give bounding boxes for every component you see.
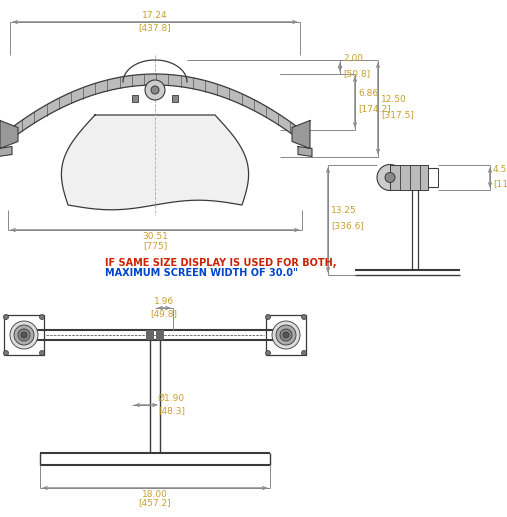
Text: 30.51: 30.51 [142, 232, 168, 241]
Text: [775]: [775] [143, 241, 167, 250]
Bar [156, 330, 164, 340]
Circle shape [283, 332, 289, 338]
Circle shape [302, 351, 307, 356]
Text: [437.8]: [437.8] [138, 23, 171, 32]
Text: 12.50: 12.50 [381, 95, 407, 104]
Text: IF SAME SIZE DISPLAY IS USED FOR BOTH,: IF SAME SIZE DISPLAY IS USED FOR BOTH, [105, 258, 337, 268]
Bar [146, 330, 154, 340]
Polygon shape [61, 115, 248, 210]
Circle shape [377, 164, 403, 190]
Circle shape [151, 86, 159, 94]
Circle shape [18, 329, 30, 341]
Circle shape [276, 325, 296, 345]
Text: 2.00: 2.00 [343, 54, 363, 63]
Polygon shape [0, 120, 18, 148]
Polygon shape [10, 74, 300, 140]
Text: [114.3]: [114.3] [493, 179, 507, 189]
Text: 6.86: 6.86 [358, 89, 378, 98]
Circle shape [14, 325, 34, 345]
Text: [317.5]: [317.5] [381, 110, 414, 119]
Circle shape [21, 332, 27, 338]
Text: [48.3]: [48.3] [158, 406, 185, 415]
Polygon shape [292, 120, 310, 148]
Polygon shape [0, 146, 12, 157]
Bar [4, 315, 44, 355]
Bar [390, 165, 428, 190]
Circle shape [40, 351, 45, 356]
Circle shape [4, 351, 9, 356]
Text: [457.2]: [457.2] [139, 498, 171, 507]
Bar [132, 95, 138, 102]
Text: [174.2]: [174.2] [358, 104, 390, 113]
Text: 18.00: 18.00 [142, 490, 168, 499]
Circle shape [272, 321, 300, 349]
Text: Ø1.90: Ø1.90 [158, 394, 185, 403]
Text: [336.6]: [336.6] [331, 221, 364, 230]
Circle shape [40, 314, 45, 320]
Circle shape [145, 80, 165, 100]
Polygon shape [298, 146, 312, 157]
Circle shape [385, 173, 395, 183]
Text: [50.8]: [50.8] [343, 69, 370, 78]
Circle shape [266, 314, 271, 320]
Bar [266, 315, 306, 355]
Circle shape [10, 321, 38, 349]
Bar [172, 95, 178, 102]
Circle shape [266, 351, 271, 356]
Text: [49.8]: [49.8] [151, 309, 177, 318]
Text: 17.24: 17.24 [142, 11, 168, 20]
Circle shape [4, 314, 9, 320]
Text: 4.50: 4.50 [493, 164, 507, 174]
Circle shape [302, 314, 307, 320]
Text: MAXIMUM SCREEN WIDTH OF 30.0": MAXIMUM SCREEN WIDTH OF 30.0" [105, 268, 298, 278]
Text: 1.96: 1.96 [154, 297, 174, 306]
Circle shape [280, 329, 292, 341]
Text: 13.25: 13.25 [331, 206, 357, 215]
